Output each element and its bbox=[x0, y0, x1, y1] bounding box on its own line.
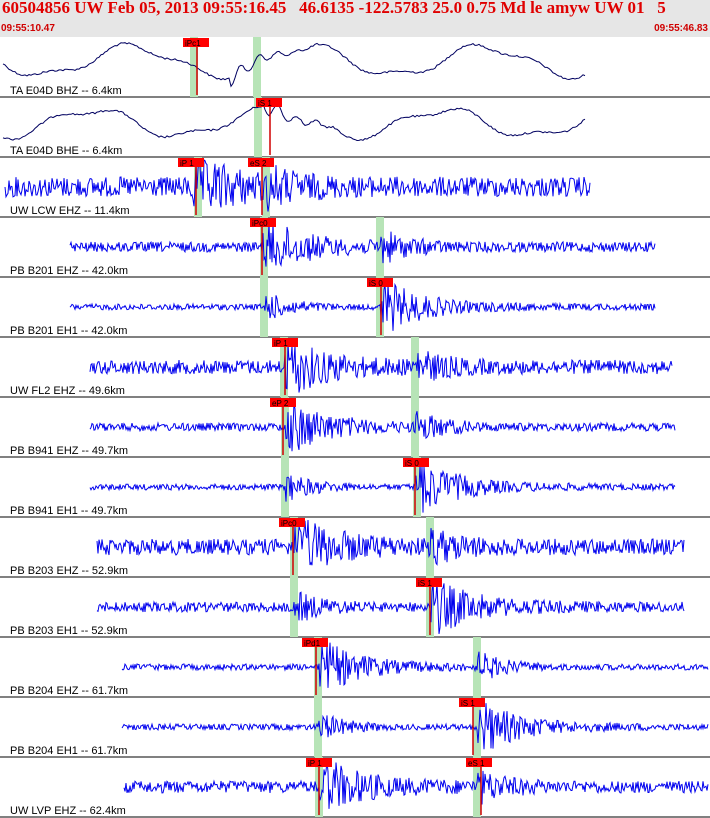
channel-label: UW LCW EHZ -- 11.4km bbox=[10, 205, 130, 217]
pick-window bbox=[254, 97, 262, 157]
seismogram-panel: iPc1 TA E04D BHZ -- 6.4km iS 1 TA E04D BHE … bbox=[0, 37, 710, 818]
channel-label: PB B203 EH1 -- 52.9km bbox=[10, 625, 127, 637]
channel-row[interactable]: iS 0 PB B941 EH1 -- 49.7km bbox=[0, 457, 710, 518]
pick-flag[interactable] bbox=[466, 758, 492, 767]
channel-label: PB B204 EH1 -- 61.7km bbox=[10, 745, 127, 757]
channel-label: PB B204 EHZ -- 61.7km bbox=[10, 685, 128, 697]
pick-flag[interactable] bbox=[459, 698, 485, 707]
event-title: 60504856 UW Feb 05, 2013 09:55:16.45 46.… bbox=[2, 0, 666, 17]
waveform-trace bbox=[2, 42, 586, 88]
channel-row[interactable]: iPc0 PB B201 EHZ -- 42.0km bbox=[0, 217, 710, 278]
pick-label: iS 0 bbox=[405, 459, 419, 468]
channel-row[interactable]: iP 1 UW FL2 EHZ -- 49.6km bbox=[0, 337, 710, 398]
pick-label: iS 0 bbox=[369, 279, 383, 288]
waveform-trace bbox=[89, 401, 676, 452]
channel-label: PB B201 EH1 -- 42.0km bbox=[10, 325, 127, 337]
pick-label: iP 1 bbox=[180, 159, 194, 168]
channel-row[interactable]: iP 1 eS 2 UW LCW EHZ -- 11.4km bbox=[0, 157, 710, 218]
pick-label: iPc0 bbox=[252, 219, 268, 228]
channel-label: UW FL2 EHZ -- 49.6km bbox=[10, 385, 125, 397]
channel-row[interactable]: iPd1 PB B204 EHZ -- 61.7km bbox=[0, 637, 710, 698]
channel-label: TA E04D BHZ -- 6.4km bbox=[10, 85, 122, 97]
channel-label: PB B941 EH1 -- 49.7km bbox=[10, 505, 127, 517]
pick-flag[interactable] bbox=[403, 458, 429, 467]
end-time: 09:55:46.83 bbox=[654, 23, 708, 34]
pick-label: iPc0 bbox=[281, 519, 297, 528]
waveform-trace bbox=[96, 519, 685, 566]
pick-label: eS 2 bbox=[250, 159, 267, 168]
pick-flag[interactable] bbox=[367, 278, 393, 287]
waveform-trace bbox=[2, 101, 586, 142]
event-header: 60504856 UW Feb 05, 2013 09:55:16.45 46.… bbox=[0, 0, 710, 37]
channel-row[interactable]: iP 1 eS 1 UW LVP EHZ -- 62.4km bbox=[0, 757, 710, 818]
pick-label: iPd1 bbox=[304, 639, 321, 648]
pick-window bbox=[194, 157, 202, 217]
channel-row[interactable]: iPc0 PB B203 EHZ -- 52.9km bbox=[0, 517, 710, 578]
waveform-trace bbox=[89, 465, 676, 513]
waveform-trace bbox=[123, 761, 709, 809]
pick-window bbox=[253, 37, 261, 97]
channel-label: PB B201 EHZ -- 42.0km bbox=[10, 265, 128, 277]
waveform-trace bbox=[89, 343, 673, 393]
pick-label: iS 1 bbox=[258, 99, 272, 108]
pick-window bbox=[473, 757, 481, 817]
pick-flag[interactable] bbox=[279, 518, 305, 527]
channel-label: PB B941 EHZ -- 49.7km bbox=[10, 445, 128, 457]
pick-label: eP 2 bbox=[272, 399, 289, 408]
waveform-trace bbox=[121, 642, 709, 688]
pick-label: iP 1 bbox=[308, 759, 322, 768]
pick-label: iS 1 bbox=[418, 579, 432, 588]
channel-row[interactable]: iPc1 TA E04D BHZ -- 6.4km bbox=[0, 37, 710, 98]
channel-row[interactable]: iS 0 PB B201 EH1 -- 42.0km bbox=[0, 277, 710, 338]
pick-flag[interactable] bbox=[250, 218, 276, 227]
channel-label: PB B203 EHZ -- 52.9km bbox=[10, 565, 128, 577]
pick-window bbox=[473, 697, 481, 757]
pick-flag[interactable] bbox=[183, 38, 209, 47]
start-time: 09:55:10.47 bbox=[1, 23, 55, 34]
waveform-trace bbox=[121, 703, 709, 750]
pick-flag[interactable] bbox=[302, 638, 328, 647]
pick-flag[interactable] bbox=[178, 158, 204, 167]
pick-flag[interactable] bbox=[270, 398, 296, 407]
pick-flag[interactable] bbox=[306, 758, 332, 767]
pick-flag[interactable] bbox=[248, 158, 274, 167]
pick-window bbox=[411, 337, 419, 397]
waveform-trace bbox=[69, 282, 656, 331]
pick-label: iP 1 bbox=[274, 339, 288, 348]
pick-window bbox=[190, 37, 198, 97]
pick-label: eS 1 bbox=[468, 759, 485, 768]
channel-row[interactable]: iS 1 PB B204 EH1 -- 61.7km bbox=[0, 697, 710, 758]
pick-flag[interactable] bbox=[272, 338, 298, 347]
waveform-trace bbox=[96, 581, 685, 634]
pick-label: iS 1 bbox=[461, 699, 475, 708]
channel-label: TA E04D BHE -- 6.4km bbox=[10, 145, 122, 157]
pick-flag[interactable] bbox=[416, 578, 442, 587]
waveform-trace bbox=[69, 220, 656, 267]
pick-label: iPc1 bbox=[185, 39, 201, 48]
pick-flag[interactable] bbox=[256, 98, 282, 107]
channel-row[interactable]: eP 2 PB B941 EHZ -- 49.7km bbox=[0, 397, 710, 458]
channel-row[interactable]: iS 1 PB B203 EH1 -- 52.9km bbox=[0, 577, 710, 638]
channel-row[interactable]: iS 1 TA E04D BHE -- 6.4km bbox=[0, 97, 710, 158]
channel-label: UW LVP EHZ -- 62.4km bbox=[10, 805, 126, 817]
waveform-trace bbox=[4, 159, 591, 212]
